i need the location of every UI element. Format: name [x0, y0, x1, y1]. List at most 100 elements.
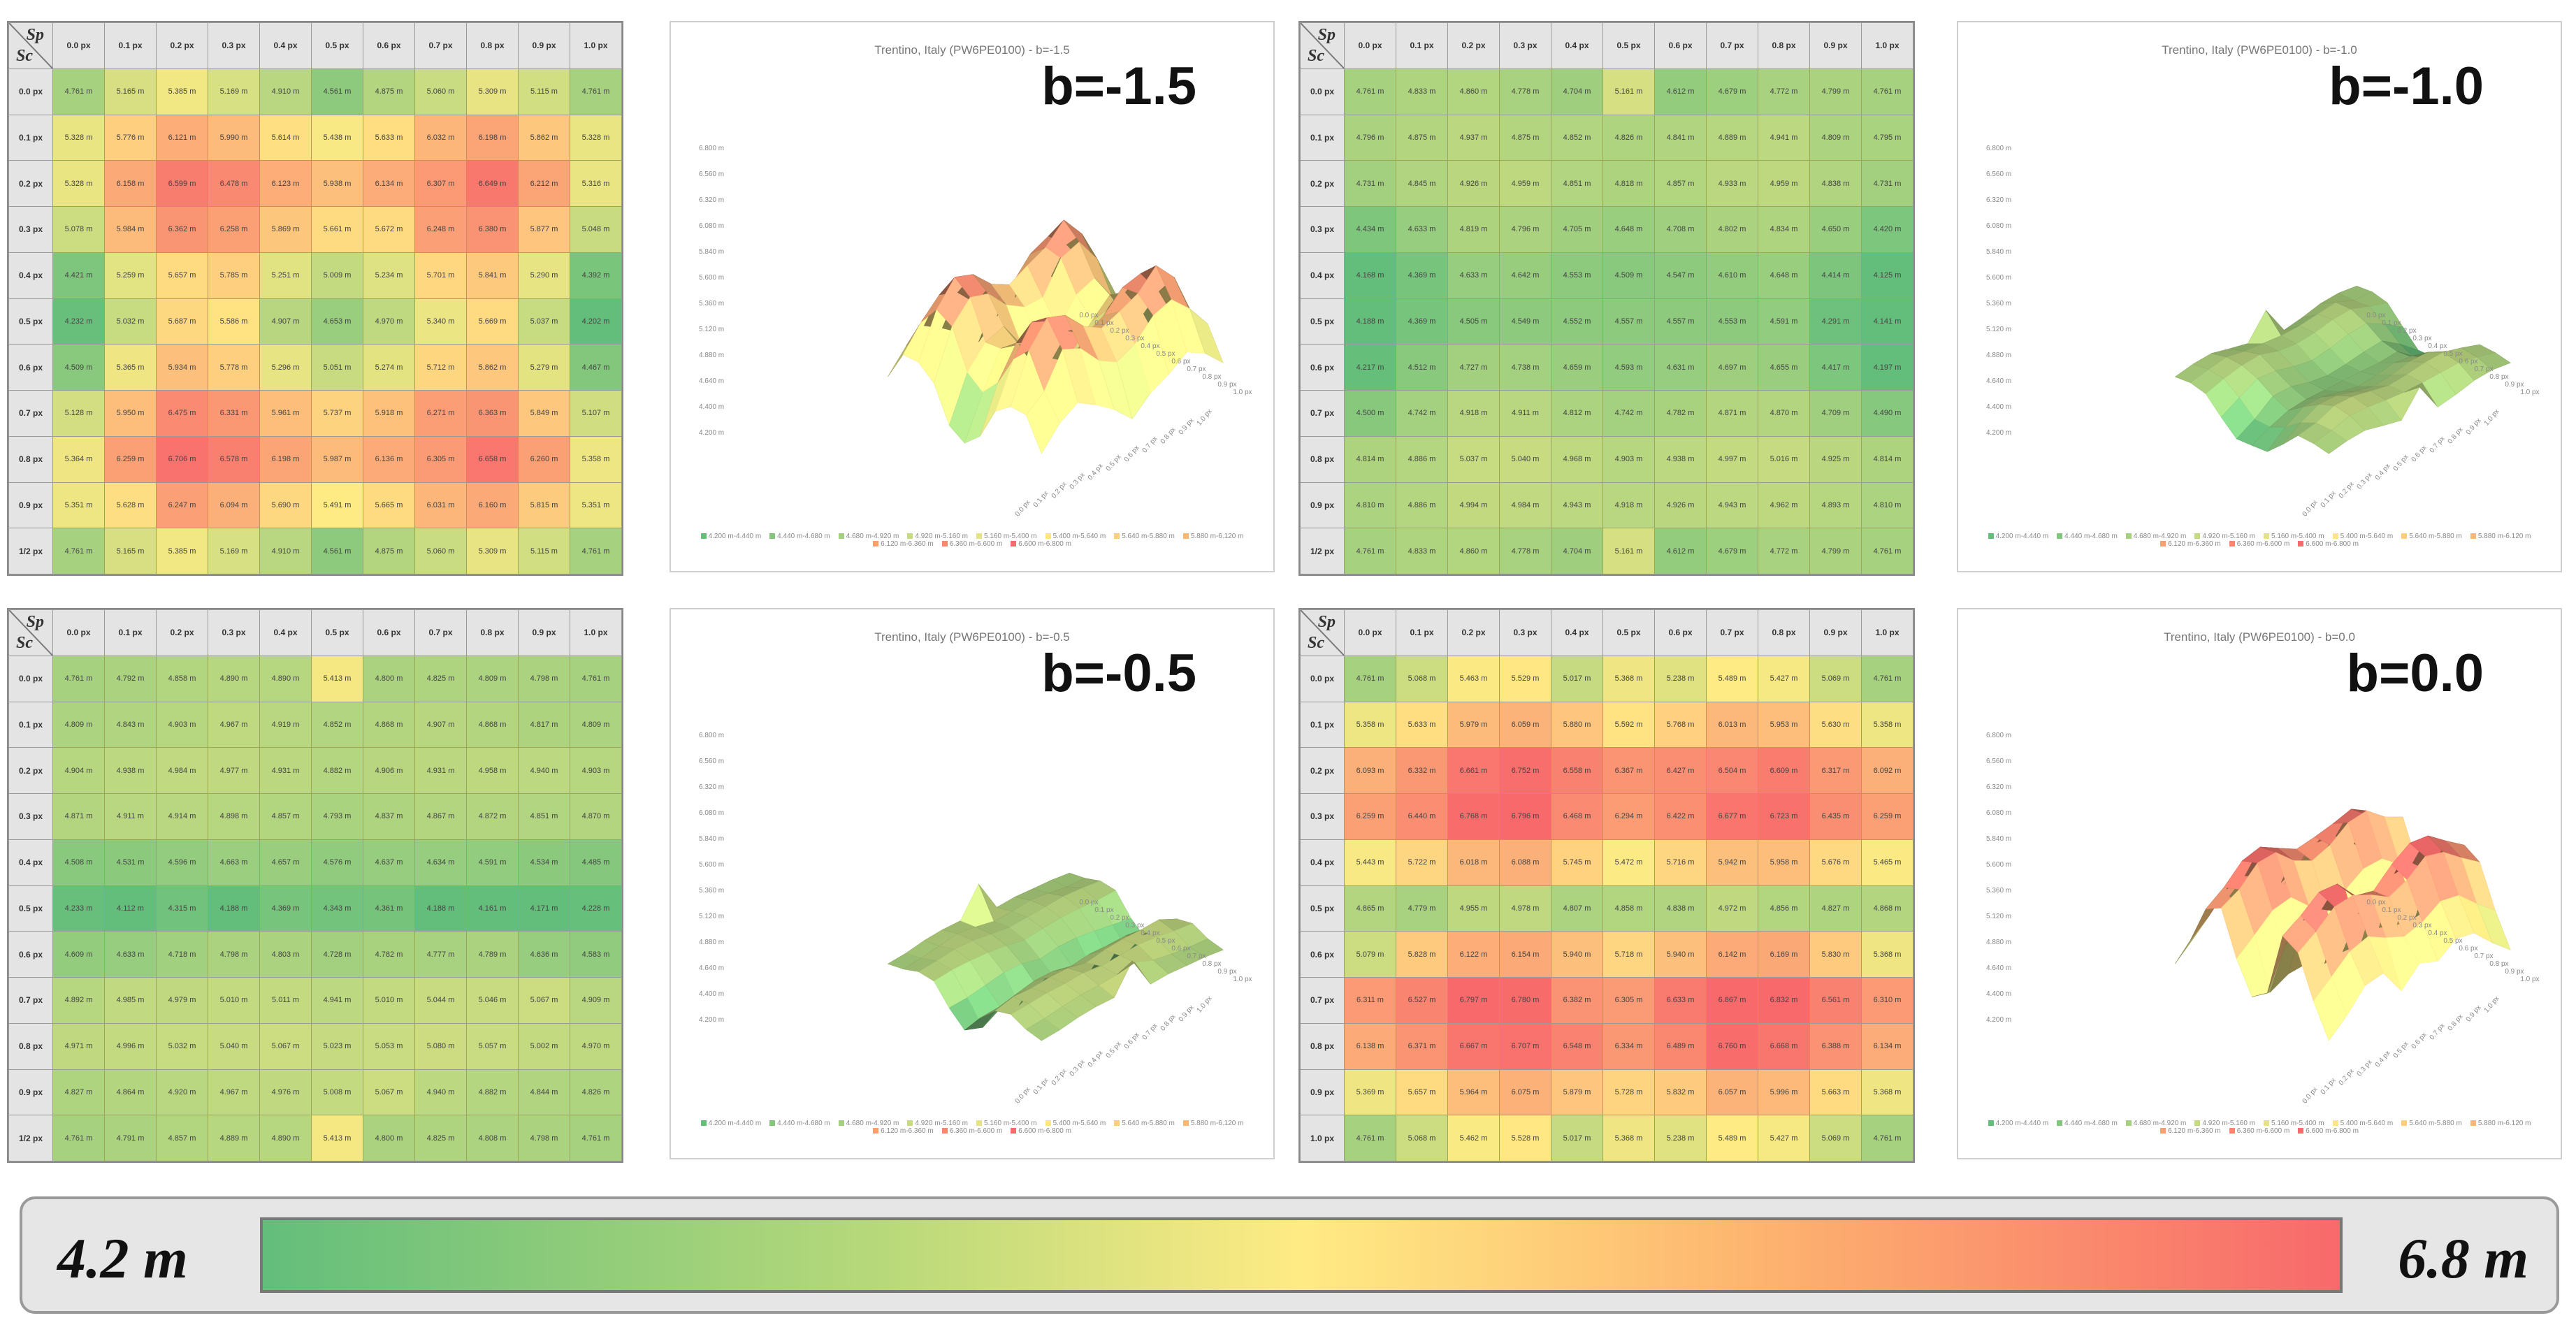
- heatmap-cell: 4.809 m: [1809, 114, 1862, 161]
- heatmap-cell: 5.877 m: [518, 206, 570, 253]
- legend-label: 5.640 m-5.880 m: [1122, 533, 1175, 540]
- heatmap-cell: 4.943 m: [1706, 482, 1758, 529]
- y-tick-label: 0.0 px: [1079, 311, 1099, 319]
- b-parameter-label: b=-1.0: [2329, 57, 2484, 116]
- heatmap-cell: 4.984 m: [156, 747, 208, 794]
- heatmap-cell: 6.259 m: [104, 435, 157, 483]
- heatmap-cell: 4.795 m: [1861, 114, 1913, 161]
- b-parameter-label: b=0.0: [2346, 644, 2484, 703]
- heatmap-cell: 4.860 m: [1447, 68, 1500, 115]
- heatmap-cell: 5.938 m: [311, 160, 363, 207]
- legend-label: 6.600 m-6.800 m: [2306, 540, 2359, 548]
- heatmap-cell: 5.017 m: [1551, 655, 1603, 702]
- z-tick-label: 4.400 m: [699, 990, 725, 998]
- heatmap-cell: 6.247 m: [156, 482, 208, 529]
- heatmap-cell: 4.843 m: [104, 701, 157, 748]
- legend-label: 4.680 m-4.920 m: [2133, 533, 2187, 540]
- heatmap-cell: 4.810 m: [1344, 482, 1396, 529]
- heatmap-cell: 4.977 m: [208, 747, 260, 794]
- heatmap-cell: 4.796 m: [1499, 206, 1551, 253]
- heatmap-cell: 5.745 m: [1551, 839, 1603, 886]
- heatmap-cell: 4.161 m: [466, 885, 519, 932]
- heatmap-cell: 5.234 m: [363, 252, 415, 299]
- heatmap-cell: 4.978 m: [1499, 885, 1551, 932]
- heatmap-cell: 6.422 m: [1654, 793, 1707, 840]
- heatmap-cell: 6.136 m: [363, 435, 415, 483]
- legend-swatch: [2298, 541, 2304, 547]
- heatmap-cell: 4.557 m: [1602, 298, 1655, 345]
- heatmap-cell: 4.868 m: [466, 701, 519, 748]
- heatmap-cell: 6.198 m: [466, 114, 519, 161]
- y-tick-label: 1.0 px: [2520, 975, 2540, 983]
- heatmap-cell: 4.871 m: [52, 793, 105, 840]
- heatmap-cell: 4.898 m: [208, 793, 260, 840]
- heatmap-cell: 4.414 m: [1809, 252, 1862, 299]
- heatmap-cell: 5.438 m: [311, 114, 363, 161]
- heatmap-cell: 4.807 m: [1551, 885, 1603, 932]
- heatmap-cell: 4.791 m: [104, 1115, 157, 1161]
- table-row: 0.3 px 5.078 m 5.984 m 6.362 m 6.258 m 5.869 …: [8, 206, 622, 253]
- heatmap-cell: 4.125 m: [1861, 252, 1913, 299]
- legend-label: 4.920 m-5.160 m: [915, 1120, 968, 1127]
- row-header: 0.1 px: [8, 701, 53, 748]
- heatmap-cell: 5.940 m: [1551, 931, 1603, 978]
- column-header: 0.4 px: [1551, 22, 1603, 69]
- heatmap-cell: 4.856 m: [1758, 885, 1810, 932]
- plot-legend: 4.200 m-4.440 m 4.440 m-4.680 m 4.680 m-4.…: [671, 1120, 1273, 1135]
- heatmap-cell: 4.168 m: [1344, 252, 1396, 299]
- legend-label: 4.680 m-4.920 m: [846, 1120, 899, 1127]
- y-tick-label: 0.0 px: [2366, 311, 2386, 319]
- heatmap-cell: 4.875 m: [363, 68, 415, 115]
- legend-label: 4.920 m-5.160 m: [2202, 533, 2255, 540]
- surface-plot-4: Trentino, Italy (PW6PE0100) - b=0.0 b=0.0…: [1957, 608, 2562, 1159]
- heatmap-cell: 4.417 m: [1809, 344, 1862, 391]
- table-row: 0.1 px 5.328 m 5.776 m 6.121 m 5.990 m 5.614 …: [8, 114, 622, 161]
- heatmap-cell: 5.633 m: [363, 114, 415, 161]
- heatmap-cell: 6.382 m: [1551, 977, 1603, 1024]
- heatmap-cell: 4.838 m: [1654, 885, 1707, 932]
- heatmap-cell: 4.889 m: [1706, 114, 1758, 161]
- heatmap-cell: 4.860 m: [1447, 528, 1500, 574]
- heatmap-cell: 4.761 m: [1861, 68, 1913, 115]
- column-header: 0.6 px: [363, 609, 415, 656]
- row-header: 0.9 px: [8, 1069, 53, 1116]
- y-tick-label: 0.7 px: [2474, 365, 2494, 373]
- z-tick-label: 4.400 m: [1986, 990, 2012, 998]
- heatmap-cell: 5.078 m: [52, 206, 105, 253]
- heatmap-cell: 5.274 m: [363, 344, 415, 391]
- heatmap-cell: 4.782 m: [363, 931, 415, 978]
- legend-swatch: [1988, 533, 1994, 540]
- heatmap-cell: 4.392 m: [570, 252, 622, 299]
- heatmap-cell: 5.053 m: [363, 1022, 415, 1070]
- legend-label: 5.400 m-5.640 m: [1052, 1120, 1106, 1127]
- heatmap-cell: 4.648 m: [1758, 252, 1810, 299]
- z-tick-label: 6.560 m: [699, 171, 725, 178]
- z-tick-label: 6.560 m: [1986, 758, 2012, 765]
- heatmap-cell: 4.803 m: [259, 931, 312, 978]
- heatmap-cell: 4.985 m: [104, 977, 157, 1024]
- heatmap-cell: 4.875 m: [1499, 114, 1551, 161]
- heatmap-cell: 6.752 m: [1499, 747, 1551, 794]
- row-header: 0.4 px: [8, 839, 53, 886]
- plot-legend: 4.200 m-4.440 m 4.440 m-4.680 m 4.680 m-4.…: [1958, 1120, 2561, 1135]
- heatmap-cell: 4.812 m: [1551, 390, 1603, 437]
- heatmap-cell: 6.198 m: [259, 435, 312, 483]
- sp-axis-symbol: Sp: [1317, 613, 1336, 631]
- heatmap-cell: 4.648 m: [1602, 206, 1655, 253]
- heatmap-cell: 5.048 m: [570, 206, 622, 253]
- heatmap-cell: 5.368 m: [1602, 1115, 1655, 1161]
- heatmap-cell: 5.032 m: [104, 298, 157, 345]
- row-header: 0.1 px: [8, 114, 53, 161]
- heatmap-cell: 5.016 m: [1758, 435, 1810, 483]
- heatmap-cell: 4.938 m: [1654, 435, 1707, 483]
- surface-plot-3: Trentino, Italy (PW6PE0100) - b=-0.5 b=-0…: [670, 608, 1275, 1159]
- heatmap-cell: 4.914 m: [156, 793, 208, 840]
- heatmap-cell: 4.772 m: [1758, 68, 1810, 115]
- heatmap-cell: 6.527 m: [1396, 977, 1448, 1024]
- heatmap-cell: 6.371 m: [1396, 1022, 1448, 1070]
- legend-swatch: [2298, 1128, 2304, 1134]
- heatmap-cell: 6.311 m: [1344, 977, 1396, 1024]
- y-tick-label: 0.2 px: [1110, 326, 1129, 335]
- table-row: 0.8 px 5.364 m 6.259 m 6.706 m 6.578 m 6.198 …: [8, 435, 622, 483]
- heatmap-cell: 4.871 m: [1706, 390, 1758, 437]
